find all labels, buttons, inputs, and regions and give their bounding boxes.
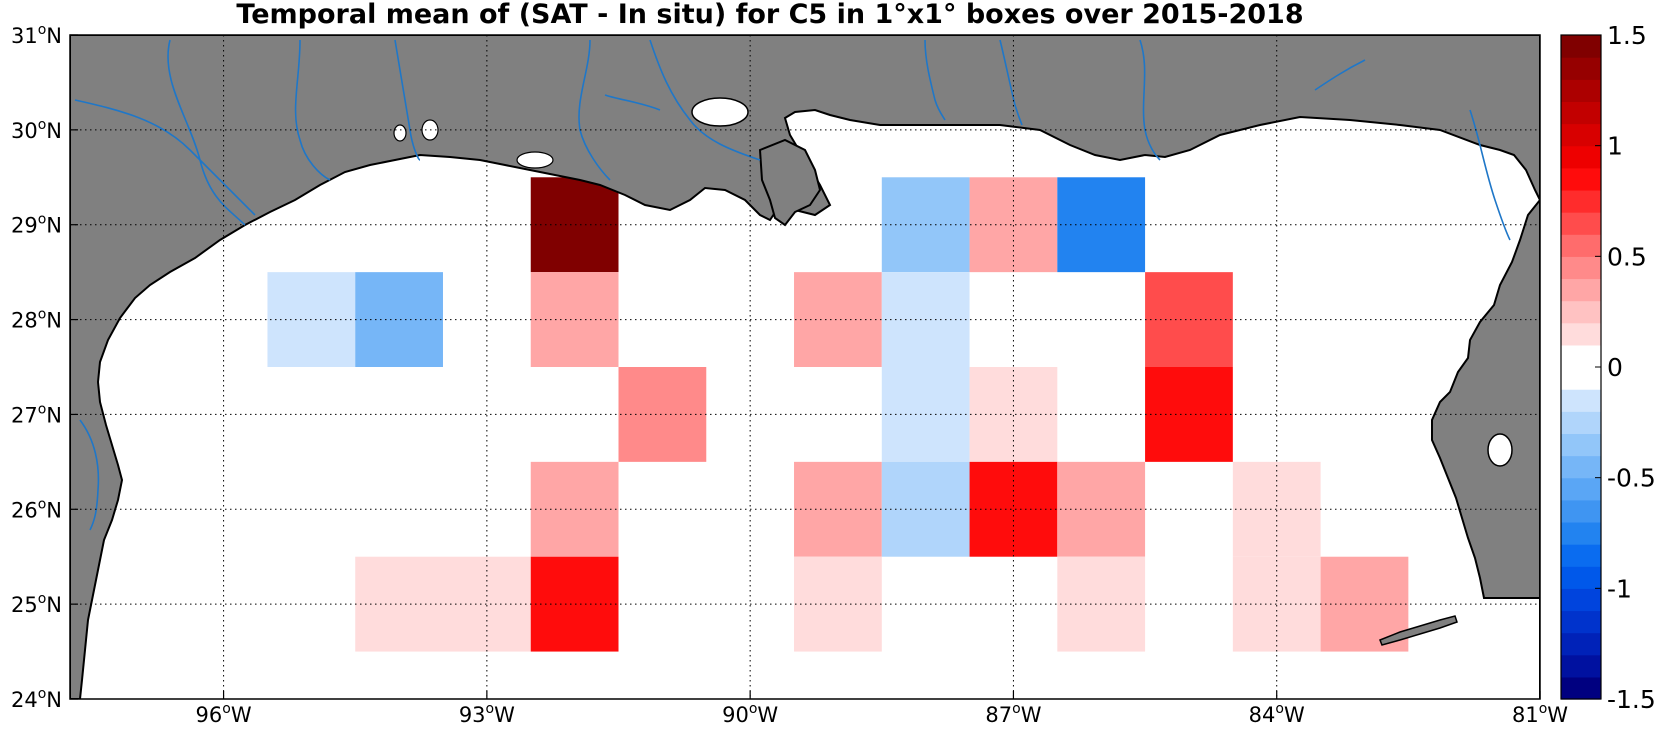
lat-tick-label: 28oN	[11, 307, 62, 333]
anomaly-cell	[969, 177, 1058, 273]
coastal-lake	[393, 124, 407, 142]
river	[604, 94, 661, 111]
lon-tick-label: 93oW	[459, 701, 515, 727]
colorbar-tick-label: 1.5	[1607, 21, 1647, 50]
river	[74, 99, 256, 216]
lat-tick-label: 31oN	[11, 22, 62, 48]
river	[999, 39, 1023, 126]
anomaly-cell	[355, 272, 443, 367]
map-title: Temporal mean of (SAT - In situ) for C5 …	[236, 0, 1304, 30]
river	[294, 39, 331, 181]
lake-okeechobee	[1487, 433, 1513, 467]
colorbar-tick-label: 0.5	[1607, 242, 1647, 271]
lon-tick-label: 81oW	[1512, 701, 1568, 727]
colorbar-swatch	[1561, 433, 1601, 457]
florida-keys	[1379, 615, 1458, 646]
colorbar-swatch	[1561, 654, 1601, 678]
graticule	[70, 35, 1540, 699]
colorbar-swatch	[1561, 35, 1601, 58]
colorbar-swatch	[1561, 588, 1601, 612]
anomaly-cell	[794, 461, 882, 557]
colorbar-swatch	[1561, 389, 1601, 412]
colorbar-swatch	[1561, 278, 1601, 302]
river	[79, 419, 100, 531]
colorbar-tick-label: -0.5	[1607, 464, 1656, 493]
colorbar-swatch	[1561, 167, 1601, 191]
colorbar-swatch	[1561, 367, 1601, 390]
lat-tick-label: 30oN	[11, 117, 62, 143]
colorbar: 1.5 1 0.5 0 -0.5 -1 -1.5	[1560, 21, 1656, 714]
river	[394, 39, 421, 161]
lon-tick-label: 96oW	[196, 701, 252, 727]
map-axes: 96oW 93oW 90oW 87oW 84oW 81oW 24oN 25oN 26oN 27oN…	[11, 22, 1568, 727]
anomaly-cell	[794, 272, 882, 367]
colorbar-swatch	[1561, 676, 1601, 700]
colorbar-swatch	[1561, 189, 1601, 213]
colorbar-swatch	[1561, 344, 1601, 368]
colorbar-tick-label: 1	[1607, 132, 1623, 161]
lon-tick-label: 84oW	[1249, 701, 1305, 727]
coastal-lake	[516, 151, 554, 169]
lat-tick-label: 26oN	[11, 496, 62, 522]
colorbar-swatch	[1561, 544, 1601, 567]
anomaly-cell	[794, 556, 882, 652]
colorbar-swatch	[1561, 57, 1601, 80]
lon-tick-label: 87oW	[985, 701, 1041, 727]
colorbar-swatch	[1561, 477, 1601, 501]
landmass	[70, 35, 1540, 699]
anomaly-cell	[355, 556, 443, 652]
colorbar-swatch	[1561, 455, 1601, 479]
colorbar-swatch	[1561, 411, 1601, 434]
river	[1469, 109, 1511, 241]
lat-tick-label: 24oN	[11, 686, 62, 712]
river	[649, 39, 761, 161]
colorbar-swatch	[1561, 145, 1601, 169]
colorbar-swatch	[1561, 499, 1601, 523]
colorbar-swatch	[1561, 322, 1601, 346]
colorbar-swatch	[1561, 300, 1601, 324]
colorbar-swatch	[1561, 521, 1601, 545]
lat-tick-label: 27oN	[11, 401, 62, 427]
colorbar-swatch	[1561, 79, 1601, 102]
mississippi-delta	[758, 138, 822, 227]
river	[1314, 59, 1366, 91]
river	[1139, 39, 1161, 161]
colorbar-swatch	[1561, 632, 1601, 656]
river	[578, 39, 611, 181]
anomaly-cell	[1145, 367, 1233, 462]
colorbar-tick-label: -1	[1607, 574, 1632, 603]
lat-tick-label: 29oN	[11, 212, 62, 238]
colorbar-tick-label: 0	[1607, 353, 1623, 382]
lake-pontchartrain	[691, 97, 749, 127]
colorbar-tick-label: -1.5	[1607, 685, 1656, 714]
colorbar-swatch	[1561, 101, 1601, 125]
anomaly-cell	[1145, 272, 1233, 367]
colorbar-swatch	[1561, 123, 1601, 147]
colorbar-swatch	[1561, 566, 1601, 589]
colorbar-swatch	[1561, 234, 1601, 257]
lat-tick-label: 25oN	[11, 591, 62, 617]
river	[924, 39, 946, 121]
anomaly-cell	[618, 367, 707, 462]
lon-tick-label: 90oW	[722, 701, 778, 727]
map-frame	[69, 34, 1541, 700]
colorbar-swatch	[1561, 610, 1601, 634]
rivers	[74, 39, 1511, 531]
colorbar-swatch	[1561, 256, 1601, 280]
colorbar-swatch	[1561, 212, 1601, 235]
